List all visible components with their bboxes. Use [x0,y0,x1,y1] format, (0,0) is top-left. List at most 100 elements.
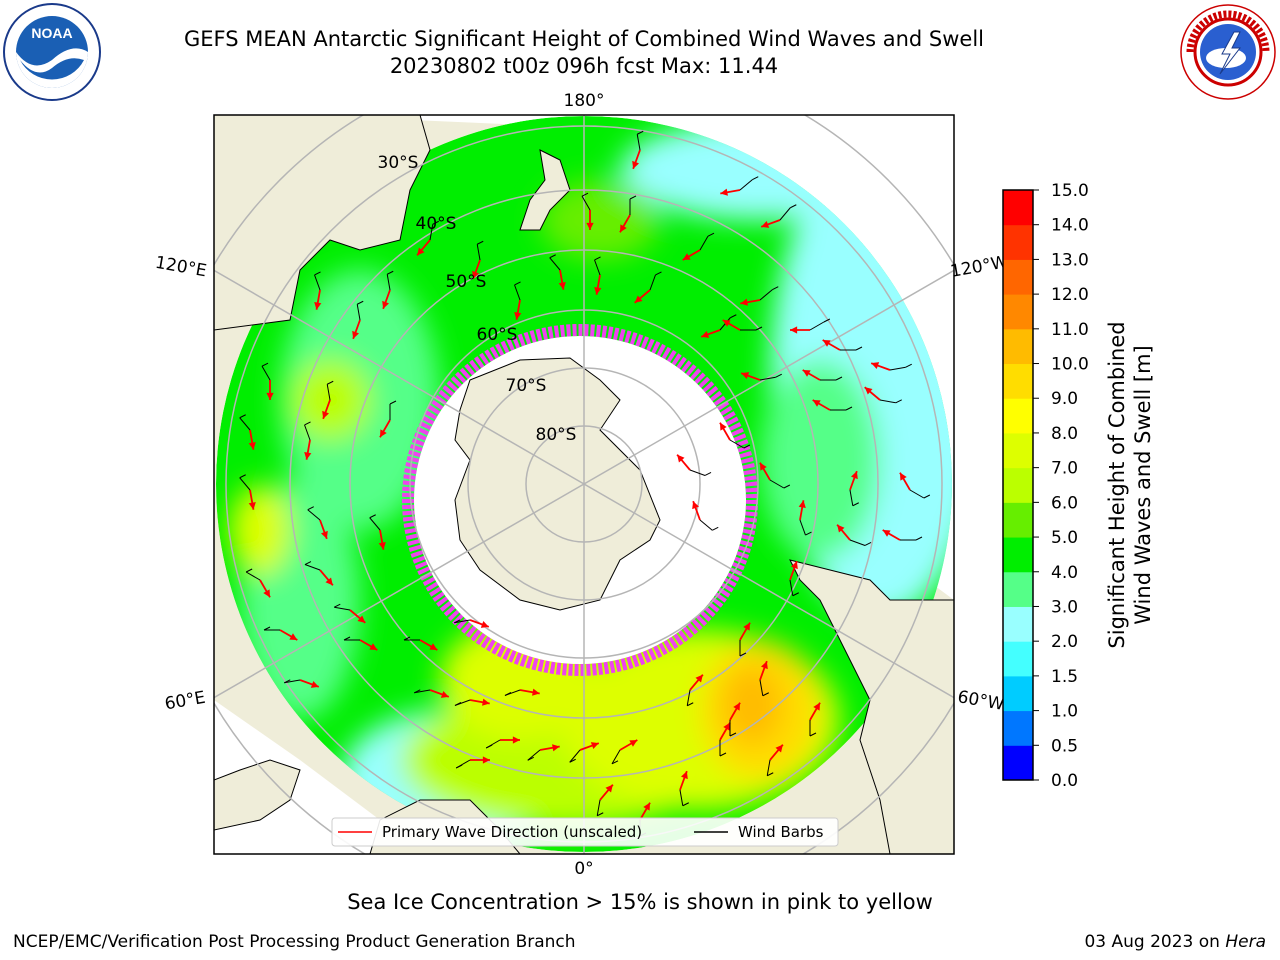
wind-barb-flag [263,626,271,631]
wave-arrow [581,192,594,230]
wave-arrow [870,362,912,371]
lat-label-80s: 80°S [536,425,577,445]
wave-arrow-head [864,387,873,395]
wind-barb-flag [414,689,421,694]
wind-barb-flag [835,376,843,381]
wind-barb-flag [823,318,831,323]
colorbar-segment [1003,190,1033,226]
wave-arrow-head [304,452,312,460]
wind-barb-flag [504,692,512,696]
colorbar-tick-label: 13.0 [1051,250,1089,270]
wind-barb-flag [915,536,923,541]
legend-wave-label: Primary Wave Direction (unscaled) [382,823,642,841]
wave-arrow [596,784,614,817]
wave-arrow-head [850,471,858,480]
lon-label-60w: 60°W [956,687,1006,715]
wave-arrow [369,514,386,550]
wind-barb-flag [792,592,800,597]
wave-arrow [569,742,600,763]
wave-arrow [239,414,256,450]
wind-barb-flag [809,732,817,737]
wind-barb [314,274,321,291]
wave-arrow [759,462,791,489]
wind-barb-flag [923,494,931,499]
wind-barb-flag [719,752,727,757]
wave-arrow [739,622,751,657]
wind-barb [759,679,764,696]
wind-barb [386,274,391,291]
wave-arrow [416,220,440,256]
wave-arrow-head [802,370,811,377]
wind-barb [596,799,601,816]
wind-barb [879,399,896,404]
wave-arrow [261,362,274,400]
wave-arrow-head [743,622,750,631]
wave-arrow-head [586,222,594,230]
wind-barb-flag [326,380,334,385]
wave-arrow [679,770,690,807]
wave-arrow [766,744,784,777]
lat-label-60s: 60°S [477,325,518,345]
wave-arrow-head [629,740,638,747]
wind-barb-flag [261,362,269,367]
wave-arrow-head [266,392,274,400]
wave-arrow-head [482,698,490,706]
colorbar-tick-label: 6.0 [1051,493,1078,513]
wave-arrow [849,470,860,507]
lon-label-120w: 120°W [949,252,1010,282]
wave-arrow-head [677,454,685,463]
wind-barb-flag [636,130,644,135]
lat-label-50s: 50°S [446,272,487,292]
wind-barb-flag [514,281,521,286]
wind-barb [549,257,561,271]
wave-arrow-head [701,330,710,338]
colorbar-tick-label: 14.0 [1051,216,1089,236]
wave-arrow-head [733,702,740,711]
colorbar-label-line1: Significant Height of Combined [1105,321,1129,648]
graticule [214,115,954,854]
wind-barb [304,564,321,571]
wind-barb [686,689,691,706]
colorbar-segment [1003,328,1033,365]
wave-arrow-head [632,160,640,169]
wave-arrow [304,421,312,460]
wave-arrow-head [552,744,560,752]
wind-barb [594,259,601,276]
wind-barb-flag [752,176,759,181]
wave-arrow [759,660,770,697]
wind-barb [759,376,776,381]
wind-barb-flag [245,568,253,573]
wind-barb [779,207,791,221]
wave-arrow [619,195,637,233]
wave-arrow-head [760,462,767,471]
wind-barb [739,179,753,191]
wind-barb-flag [239,414,246,419]
wind-barb [307,509,321,521]
wave-arrow [414,689,450,698]
lat-label-30s: 30°S [378,153,419,173]
wind-barb-flag [766,772,774,777]
colorbar-tick-label: 3.0 [1051,597,1078,617]
wind-barb-flag [527,756,534,761]
wind-barb [369,517,381,531]
lon-label-120e: 120°E [154,253,208,282]
meridian-line [214,483,585,699]
wind-barb-flag [895,399,902,404]
wave-arrow [514,281,522,320]
colorbar-segment [1003,710,1033,746]
wind-barb [527,749,541,761]
wave-arrow-head [248,442,256,450]
wind-barb-flag [454,702,462,706]
colorbar-tick-label: 15.0 [1051,181,1089,201]
wave-arrow-head [352,330,360,339]
wind-barb-flag [594,256,601,261]
wind-barb [261,365,271,381]
wave-arrow [454,698,490,706]
wave-arrow [454,619,490,628]
wind-barb-flag [432,220,440,225]
wind-barb-flag [790,204,797,209]
wave-arrow-head [723,722,730,731]
wind-barb [326,384,331,401]
wind-barb-flag [239,474,246,479]
